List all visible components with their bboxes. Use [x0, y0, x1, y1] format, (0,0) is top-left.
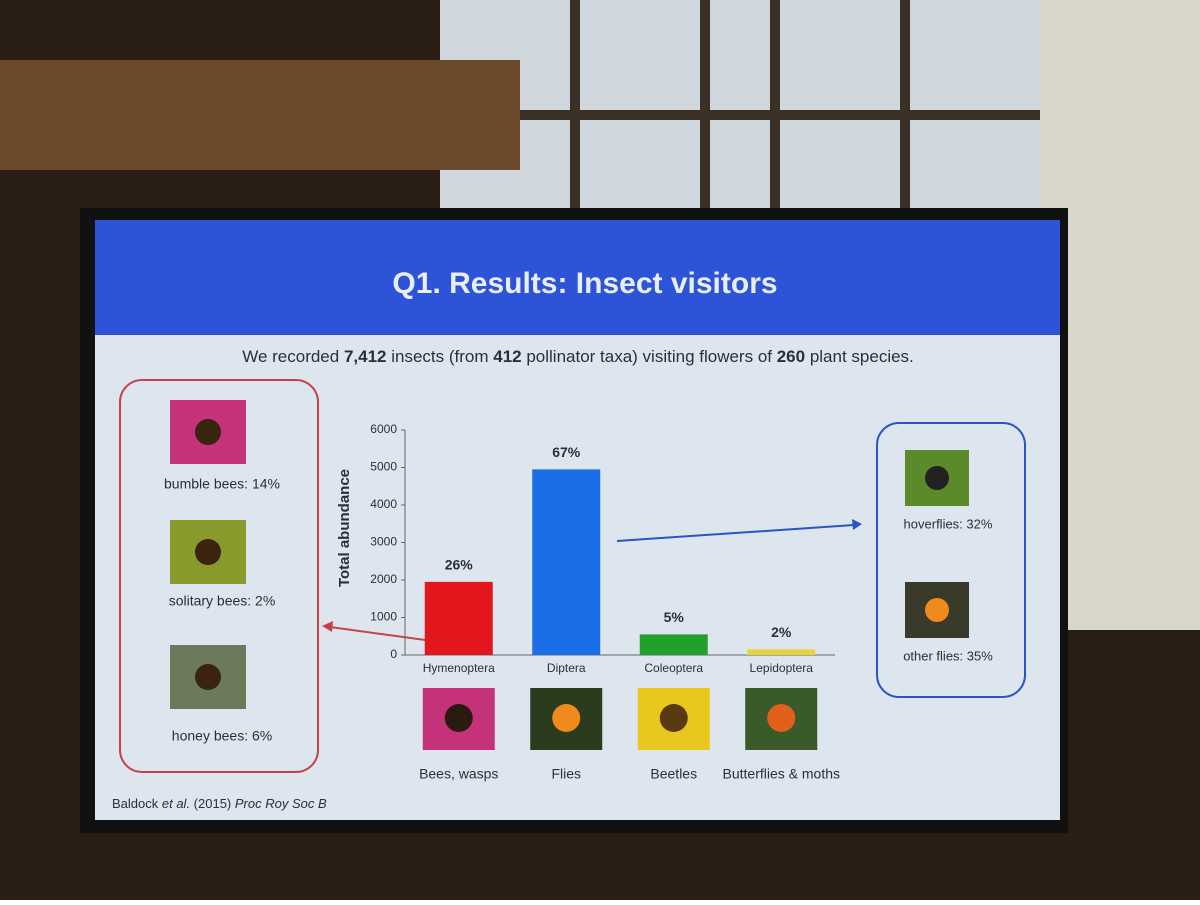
bar [639, 634, 708, 655]
y-tick-label: 2000 [370, 572, 397, 586]
subtitle: We recorded 7,412 insects (from 412 poll… [242, 347, 914, 366]
percent-label: 2% [771, 624, 792, 640]
bar [424, 581, 493, 655]
percent-label: 5% [664, 609, 685, 625]
breakdown-label: solitary bees: 2% [169, 593, 276, 609]
insect-icon-body [195, 664, 221, 690]
y-tick-label: 6000 [370, 422, 397, 436]
hymenoptera-panel [119, 379, 319, 773]
arrowhead [322, 621, 333, 632]
percent-label: 67% [552, 444, 581, 460]
y-tick-label: 5000 [370, 460, 397, 474]
subtitle-part: 412 [493, 347, 521, 366]
group-label: Beetles [650, 766, 697, 782]
group-label: Flies [551, 766, 581, 782]
arrowhead [852, 519, 862, 530]
x-tick-label: Hymenoptera [423, 661, 495, 675]
x-tick-label: Lepidoptera [750, 661, 814, 675]
subtitle-part: We recorded [242, 347, 344, 366]
group-label: Butterflies & moths [723, 766, 841, 782]
citation: Baldock et al. (2015) Proc Roy Soc B [112, 796, 327, 811]
arrow [616, 524, 855, 542]
window-frame [440, 0, 1040, 240]
group-label: Bees, wasps [419, 766, 498, 782]
group-icon-insect [767, 704, 796, 732]
percent-label: 26% [445, 557, 474, 573]
subtitle-part: plant species. [805, 347, 914, 366]
x-tick-label: Diptera [547, 661, 586, 675]
bar [747, 649, 816, 655]
insect-icon-body [925, 598, 949, 622]
y-tick-label: 3000 [370, 535, 397, 549]
y-tick-label: 0 [390, 647, 397, 661]
y-axis-label: Total abundance [336, 469, 353, 587]
citation-part: Proc Roy Soc B [235, 796, 327, 811]
insect-icon-body [195, 539, 221, 565]
subtitle-part: 7,412 [344, 347, 387, 366]
breakdown-label: honey bees: 6% [172, 728, 272, 744]
breakdown-label: hoverflies: 32% [904, 516, 993, 531]
slide-title: Q1. Results: Insect visitors [392, 267, 777, 300]
subtitle-part: 260 [777, 347, 805, 366]
slide-header [95, 220, 1060, 335]
bar [532, 469, 601, 655]
citation-part: Baldock [112, 796, 162, 811]
x-tick-label: Coleoptera [644, 661, 703, 675]
breakdown-label: other flies: 35% [903, 648, 993, 663]
y-tick-label: 4000 [370, 497, 397, 511]
citation-part: et al. [162, 796, 190, 811]
diptera-panel [876, 422, 1026, 698]
insect-icon-body [925, 466, 949, 490]
y-tick-label: 1000 [370, 610, 397, 624]
mantel [0, 60, 520, 170]
subtitle-part: insects (from [386, 347, 493, 366]
arrow [329, 626, 441, 643]
breakdown-label: bumble bees: 14% [164, 476, 280, 492]
insect-icon-body [195, 419, 221, 445]
group-icon-insect [444, 704, 473, 732]
group-icon-insect [659, 704, 688, 732]
citation-part: (2015) [190, 796, 235, 811]
group-icon-insect [552, 704, 581, 732]
subtitle-part: pollinator taxa) visiting flowers of [522, 347, 777, 366]
